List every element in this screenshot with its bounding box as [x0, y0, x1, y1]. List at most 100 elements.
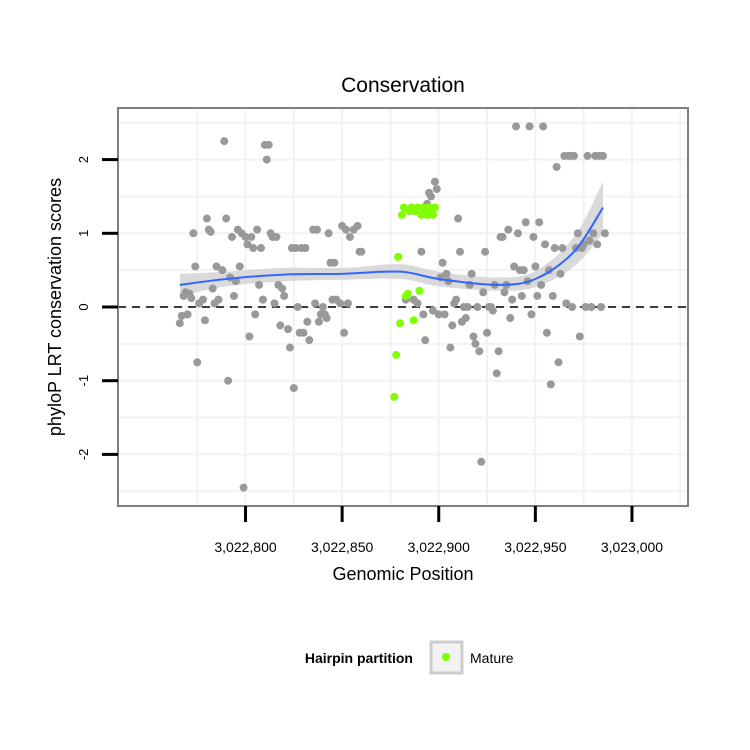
x-tick-label: 3,022,800	[214, 539, 276, 555]
data-point	[206, 227, 215, 236]
data-point	[568, 303, 577, 311]
data-point	[311, 299, 320, 308]
data-point	[340, 328, 349, 337]
data-point	[285, 343, 294, 352]
data-point	[581, 303, 590, 311]
data-point	[293, 303, 302, 311]
mature-point	[428, 210, 437, 219]
data-point	[264, 140, 273, 149]
data-point	[228, 232, 236, 241]
data-point	[301, 244, 310, 253]
data-point	[212, 262, 221, 271]
data-point	[430, 177, 439, 186]
data-point	[276, 321, 285, 330]
data-point	[585, 236, 594, 245]
x-axis-label: Genomic Position	[332, 564, 473, 584]
data-point	[539, 122, 548, 131]
data-point	[469, 332, 478, 341]
data-point	[183, 310, 192, 319]
data-point	[440, 310, 449, 319]
data-point	[448, 321, 457, 330]
data-point	[218, 266, 227, 275]
data-point	[461, 314, 470, 323]
data-point	[175, 319, 184, 328]
data-point	[512, 122, 521, 131]
data-point	[583, 151, 592, 160]
data-point	[224, 376, 233, 385]
data-point	[463, 303, 472, 311]
data-point	[262, 155, 271, 164]
data-point	[541, 240, 550, 249]
mature-point	[399, 203, 408, 212]
data-point	[305, 336, 314, 345]
data-point	[193, 358, 202, 367]
data-point	[417, 247, 426, 256]
data-point	[247, 232, 256, 241]
data-point	[494, 347, 503, 356]
mature-point	[430, 203, 439, 212]
data-point	[533, 291, 542, 300]
y-axis-label: phyloP LRT conservation scores	[45, 178, 65, 436]
data-point	[214, 295, 223, 304]
data-point	[434, 310, 443, 319]
data-point	[427, 192, 436, 201]
data-point	[589, 229, 598, 238]
data-point	[488, 306, 497, 315]
data-point	[529, 232, 538, 241]
data-point	[521, 218, 530, 227]
data-point	[336, 299, 345, 308]
data-point	[527, 310, 536, 319]
chart-title: Conservation	[341, 74, 465, 97]
data-point	[342, 225, 350, 234]
mature-point	[398, 210, 407, 219]
mature-point	[390, 392, 399, 401]
data-point	[220, 137, 229, 146]
data-point	[200, 316, 209, 325]
data-point	[467, 269, 476, 278]
data-point	[189, 229, 198, 238]
data-point	[446, 343, 455, 352]
y-tick-label: 0	[76, 303, 91, 310]
data-point	[506, 314, 515, 323]
data-point	[587, 303, 596, 311]
data-point	[249, 244, 258, 253]
data-point	[510, 262, 519, 271]
data-point	[270, 299, 279, 308]
data-point	[471, 339, 480, 348]
data-point	[243, 240, 252, 249]
data-point	[272, 232, 281, 241]
data-point	[552, 162, 561, 171]
data-point	[562, 299, 571, 308]
legend-mature-dot	[442, 653, 450, 661]
data-point	[208, 284, 217, 293]
data-point	[452, 295, 461, 304]
data-point	[258, 295, 267, 304]
data-point	[255, 280, 264, 289]
data-point	[570, 151, 578, 160]
data-point	[421, 336, 430, 345]
data-point	[456, 247, 464, 256]
data-point	[245, 332, 254, 341]
data-point	[597, 303, 606, 311]
mature-point	[394, 252, 403, 261]
legend-key-mature	[429, 640, 464, 675]
data-point	[253, 225, 262, 234]
data-point	[202, 214, 211, 223]
data-point	[330, 258, 339, 267]
data-point	[280, 291, 289, 300]
data-point	[357, 247, 366, 256]
data-point	[289, 384, 298, 393]
data-point	[500, 288, 509, 297]
mature-point	[392, 350, 401, 359]
data-point	[322, 314, 331, 323]
data-point	[535, 218, 544, 227]
smooth-trend-line	[179, 206, 604, 286]
data-point	[542, 328, 551, 337]
data-point	[413, 299, 422, 308]
data-point	[299, 328, 308, 337]
y-tick-label: -2	[76, 449, 91, 461]
data-point	[187, 294, 196, 303]
data-point	[473, 303, 482, 311]
data-point	[318, 303, 327, 311]
x-tick-label: 3,022,850	[311, 539, 373, 555]
